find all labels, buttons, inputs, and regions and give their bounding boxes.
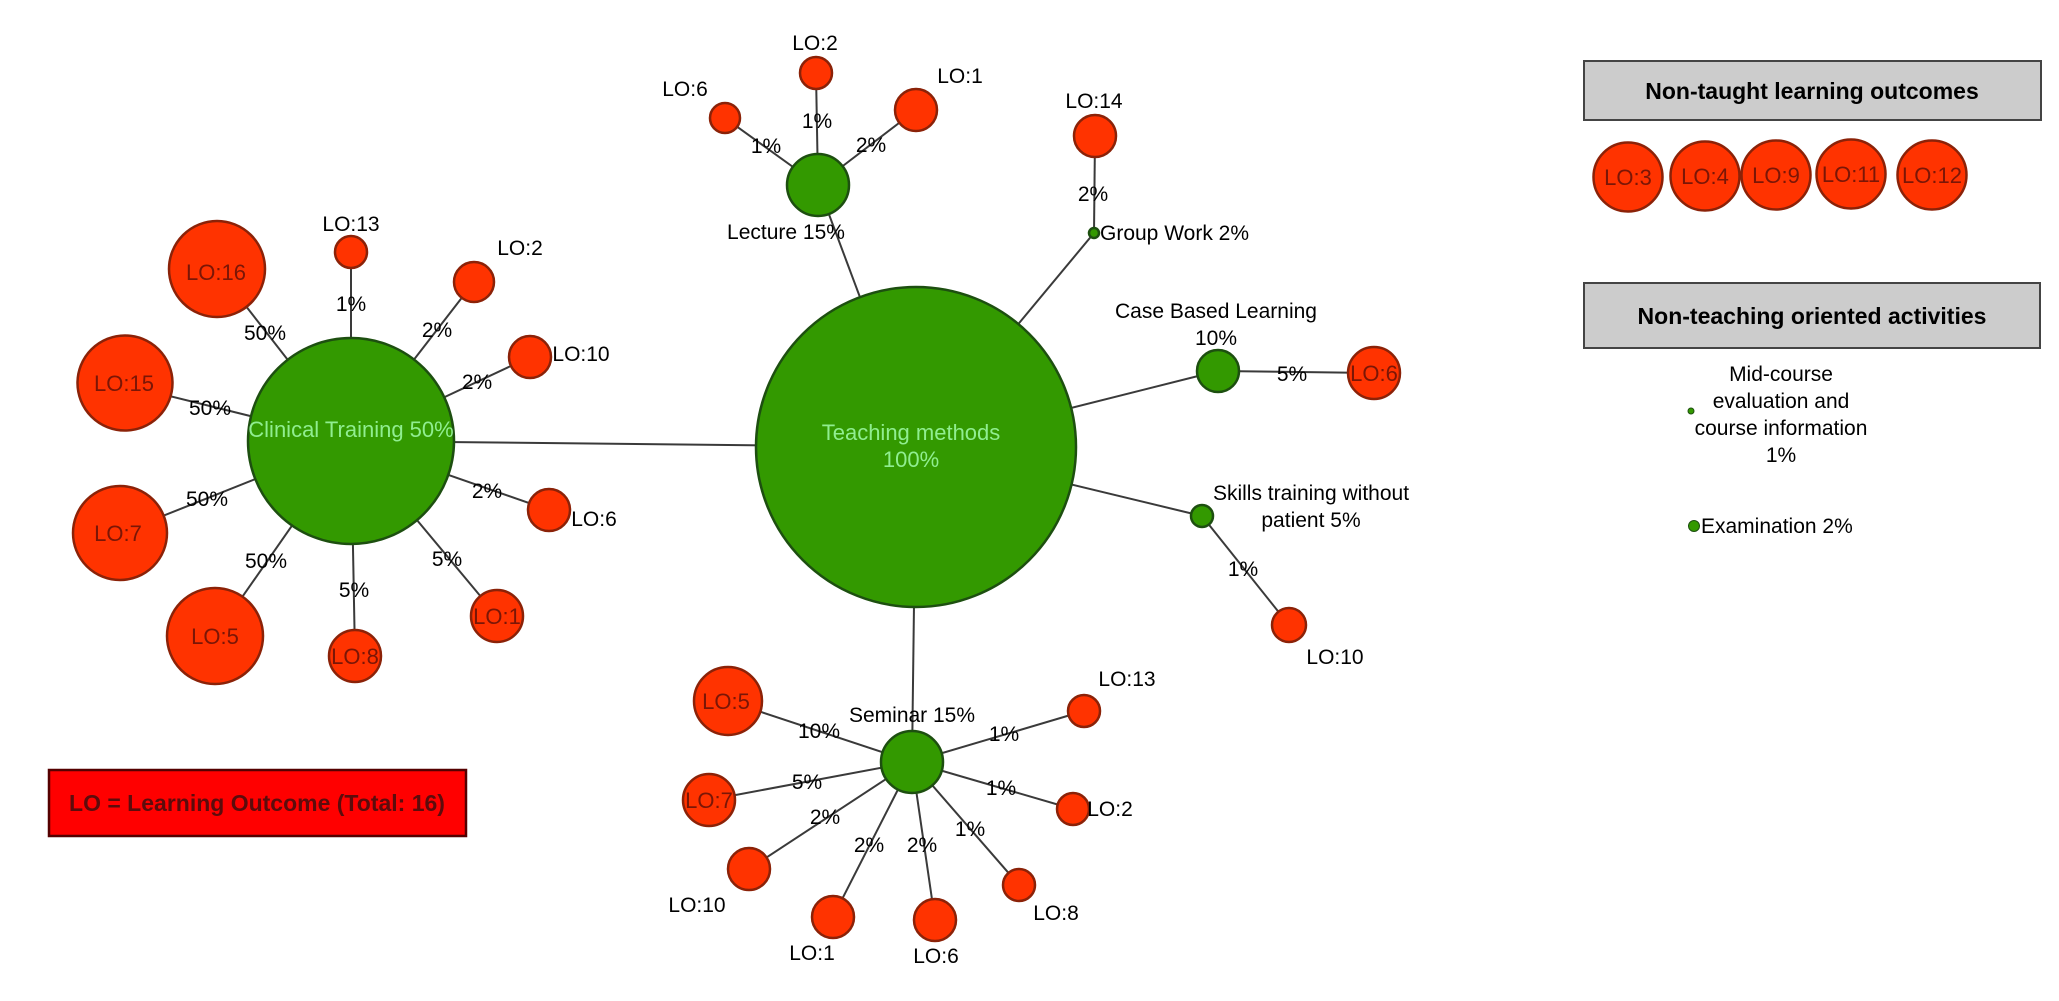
svg-text:Non-teaching oriented activiti: Non-teaching oriented activities xyxy=(1638,303,1987,329)
svg-text:patient 5%: patient 5% xyxy=(1261,509,1360,532)
svg-text:LO:10: LO:10 xyxy=(668,894,725,917)
svg-text:LO:5: LO:5 xyxy=(702,689,750,714)
svg-text:LO:2: LO:2 xyxy=(792,32,838,55)
svg-text:LO:15: LO:15 xyxy=(94,371,154,396)
svg-text:LO:10: LO:10 xyxy=(1306,646,1363,669)
svg-text:LO:1: LO:1 xyxy=(789,942,835,965)
svg-text:2%: 2% xyxy=(462,371,492,394)
svg-text:50%: 50% xyxy=(245,550,287,573)
svg-text:evaluation and: evaluation and xyxy=(1713,390,1850,413)
svg-text:2%: 2% xyxy=(472,480,502,503)
svg-text:LO:5: LO:5 xyxy=(191,624,239,649)
svg-text:LO = Learning Outcome (Total:: LO = Learning Outcome (Total: 16) xyxy=(69,790,445,816)
svg-text:LO:8: LO:8 xyxy=(331,644,379,669)
svg-text:LO:6: LO:6 xyxy=(913,945,959,968)
svg-text:100%: 100% xyxy=(883,447,939,472)
svg-text:Skills training without: Skills training without xyxy=(1213,482,1409,505)
svg-text:LO:4: LO:4 xyxy=(1681,164,1729,189)
svg-text:Teaching methods: Teaching methods xyxy=(822,420,1001,445)
svg-text:LO:12: LO:12 xyxy=(1902,163,1962,188)
svg-text:LO:9: LO:9 xyxy=(1752,163,1800,188)
svg-text:1%: 1% xyxy=(989,723,1019,746)
svg-text:50%: 50% xyxy=(244,322,286,345)
svg-text:LO:2: LO:2 xyxy=(497,237,543,260)
svg-text:Seminar 15%: Seminar 15% xyxy=(849,704,975,727)
svg-text:Clinical Training 50%: Clinical Training 50% xyxy=(248,417,453,442)
svg-text:course information: course information xyxy=(1695,417,1868,440)
svg-text:LO:16: LO:16 xyxy=(186,260,246,285)
svg-text:LO:6: LO:6 xyxy=(1350,361,1398,386)
svg-text:LO:2: LO:2 xyxy=(1087,798,1133,821)
svg-text:LO:13: LO:13 xyxy=(1098,668,1155,691)
svg-text:1%: 1% xyxy=(955,818,985,841)
svg-text:2%: 2% xyxy=(1078,183,1108,206)
svg-text:1%: 1% xyxy=(751,135,781,158)
svg-text:1%: 1% xyxy=(1228,558,1258,581)
svg-text:LO:14: LO:14 xyxy=(1065,90,1123,113)
svg-text:LO:7: LO:7 xyxy=(94,521,142,546)
svg-text:1%: 1% xyxy=(802,110,832,133)
svg-text:1%: 1% xyxy=(1766,444,1796,467)
svg-text:2%: 2% xyxy=(907,834,937,857)
svg-text:5%: 5% xyxy=(1277,363,1307,386)
svg-text:Non-taught learning outcomes: Non-taught learning outcomes xyxy=(1645,78,1979,104)
svg-text:Mid-course: Mid-course xyxy=(1729,363,1833,386)
svg-text:1%: 1% xyxy=(336,293,366,316)
svg-text:Group Work 2%: Group Work 2% xyxy=(1100,222,1249,245)
svg-text:LO:7: LO:7 xyxy=(685,788,733,813)
svg-text:2%: 2% xyxy=(854,834,884,857)
svg-text:50%: 50% xyxy=(189,397,231,420)
svg-text:Case Based Learning: Case Based Learning xyxy=(1115,300,1317,323)
svg-text:5%: 5% xyxy=(339,579,369,602)
svg-text:2%: 2% xyxy=(810,806,840,829)
svg-text:Lecture 15%: Lecture 15% xyxy=(727,221,845,244)
svg-text:LO:13: LO:13 xyxy=(322,213,379,236)
svg-text:LO:1: LO:1 xyxy=(473,604,521,629)
svg-text:LO:10: LO:10 xyxy=(552,343,609,366)
svg-text:10%: 10% xyxy=(798,720,840,743)
svg-text:1%: 1% xyxy=(986,777,1016,800)
svg-text:LO:1: LO:1 xyxy=(937,65,983,88)
svg-text:5%: 5% xyxy=(432,548,462,571)
svg-text:Examination 2%: Examination 2% xyxy=(1701,515,1853,538)
svg-text:LO:8: LO:8 xyxy=(1033,902,1079,925)
svg-text:LO:6: LO:6 xyxy=(571,508,617,531)
svg-text:LO:6: LO:6 xyxy=(662,78,708,101)
svg-text:10%: 10% xyxy=(1195,327,1237,350)
svg-text:50%: 50% xyxy=(186,488,228,511)
svg-text:LO:3: LO:3 xyxy=(1604,165,1652,190)
svg-text:LO:11: LO:11 xyxy=(1822,162,1880,187)
svg-text:2%: 2% xyxy=(856,134,886,157)
svg-text:2%: 2% xyxy=(422,319,452,342)
svg-text:5%: 5% xyxy=(792,771,822,794)
